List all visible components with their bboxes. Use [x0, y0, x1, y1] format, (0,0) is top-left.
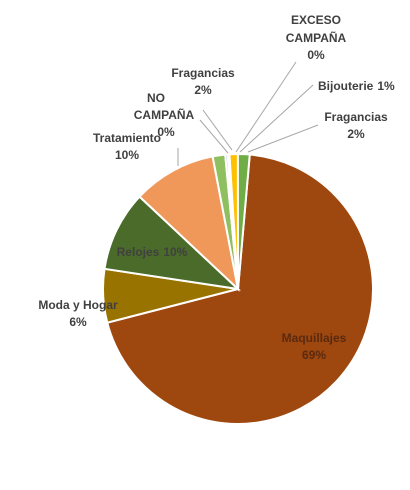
- label-no-campana-pct: 0%: [157, 125, 175, 139]
- pie-slice-0: [106, 153, 374, 425]
- label-fragancias-left: Fragancias 2%: [171, 66, 235, 97]
- leader-line-5: [247, 124, 319, 153]
- label-relojes: Relojes 10%: [117, 245, 188, 259]
- label-exceso-campana: EXCESO CAMPAÑA 0%: [286, 13, 347, 62]
- pie-slices: [102, 152, 374, 425]
- leader-lines: [177, 61, 319, 166]
- label-bijouterie: Bijouterie 1%: [318, 79, 395, 93]
- label-fragancias-left-pct: 2%: [194, 83, 212, 97]
- label-relojes-pct: 10%: [163, 245, 187, 259]
- label-bijouterie-name: Bijouterie: [318, 79, 374, 93]
- label-no-campana-name: NO: [147, 91, 165, 105]
- label-maquillajes: Maquillajes 69%: [282, 331, 347, 362]
- label-moda-hogar: Moda y Hogar 6%: [38, 298, 118, 329]
- label-tratamiento: Tratamiento 10%: [93, 131, 161, 162]
- pie-slice-3: [138, 155, 240, 292]
- label-no-campana-name-line2: CAMPAÑA: [134, 107, 195, 122]
- label-tratamiento-name: Tratamiento: [93, 131, 161, 145]
- leader-line-1: [202, 109, 233, 151]
- label-moda-hogar-name: Moda y Hogar: [38, 298, 118, 312]
- label-bijouterie-pct: 1%: [377, 79, 395, 93]
- label-relojes-name: Relojes: [117, 245, 160, 259]
- pie-slice-8: [236, 152, 251, 290]
- label-fragancias-left-name: Fragancias: [171, 66, 235, 80]
- label-maquillajes-name: Maquillajes: [282, 331, 347, 345]
- label-fragancias-right-pct: 2%: [347, 127, 365, 141]
- label-no-campana: NO CAMPAÑA 0%: [134, 91, 195, 139]
- label-exceso-campana-pct: 0%: [307, 48, 325, 62]
- leader-line-3: [235, 61, 297, 153]
- label-fragancias-right: Fragancias 2%: [324, 110, 388, 141]
- leader-line-4: [239, 84, 314, 153]
- label-tratamiento-pct: 10%: [115, 148, 139, 162]
- label-maquillajes-pct: 69%: [302, 348, 326, 362]
- label-exceso-campana-name-line2: CAMPAÑA: [286, 30, 347, 45]
- pie-slice-2: [103, 195, 242, 291]
- leader-line-2: [199, 119, 229, 154]
- label-exceso-campana-name: EXCESO: [291, 13, 341, 27]
- label-moda-hogar-pct: 6%: [69, 315, 87, 329]
- label-fragancias-right-name: Fragancias: [324, 110, 388, 124]
